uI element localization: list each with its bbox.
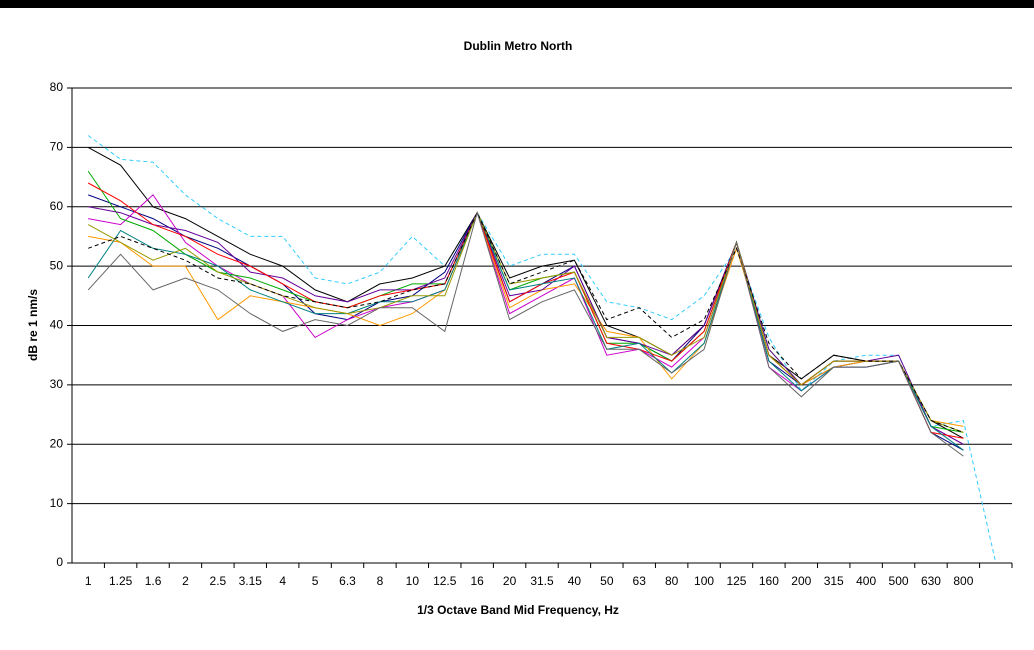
x-tick-label: 6.3 (339, 574, 356, 588)
x-tick-label: 200 (791, 574, 811, 588)
x-tick-label: 800 (953, 574, 973, 588)
x-tick-label: 16 (470, 574, 484, 588)
y-tick-label: 40 (50, 318, 64, 332)
x-tick-label: 1.25 (109, 574, 133, 588)
y-tick-label: 60 (50, 199, 64, 213)
y-tick-label: 50 (50, 258, 64, 272)
x-tick-label: 400 (856, 574, 876, 588)
series-line (87, 211, 964, 451)
series-line (87, 170, 964, 433)
x-tick-label: 4 (279, 574, 286, 588)
series-line (87, 210, 964, 457)
x-tick-label: 500 (889, 574, 909, 588)
series-line (88, 211, 964, 433)
x-tick-label: 100 (694, 574, 714, 588)
x-tick-label: 80 (665, 574, 679, 588)
top-bar (0, 0, 1034, 8)
x-tick-label: 125 (726, 574, 746, 588)
y-axis-title: dB re 1 nm/s (26, 289, 40, 361)
series-line (87, 135, 997, 564)
x-tick-label: 1 (85, 574, 92, 588)
x-axis-title: 1/3 Octave Band Mid Frequency, Hz (417, 603, 619, 617)
series-line (87, 211, 964, 433)
x-tick-label: 8 (377, 574, 384, 588)
x-tick-label: 20 (503, 574, 517, 588)
y-tick-label: 30 (50, 377, 64, 391)
x-tick-label: 50 (600, 574, 614, 588)
x-tick-label: 2 (182, 574, 189, 588)
series-line (88, 194, 964, 445)
chart-title: Dublin Metro North (464, 39, 573, 53)
x-tick-label: 2.5 (210, 574, 227, 588)
y-tick-label: 70 (50, 140, 64, 154)
x-tick-label: 1.6 (145, 574, 162, 588)
x-tick-label: 63 (633, 574, 647, 588)
y-tick-label: 80 (50, 80, 64, 94)
series-line (88, 194, 964, 451)
series-line (88, 211, 964, 427)
x-tick-label: 31.5 (530, 574, 554, 588)
x-tick-label: 12.5 (433, 574, 457, 588)
x-tick-label: 160 (759, 574, 779, 588)
x-tick-label: 315 (824, 574, 844, 588)
x-tick-label: 5 (312, 574, 319, 588)
y-tick-label: 0 (56, 555, 63, 569)
x-tick-label: 40 (568, 574, 582, 588)
x-tick-label: 3.15 (239, 574, 263, 588)
y-tick-label: 10 (50, 496, 64, 510)
x-tick-label: 10 (406, 574, 420, 588)
y-tick-label: 20 (50, 436, 64, 450)
x-tick-label: 630 (921, 574, 941, 588)
